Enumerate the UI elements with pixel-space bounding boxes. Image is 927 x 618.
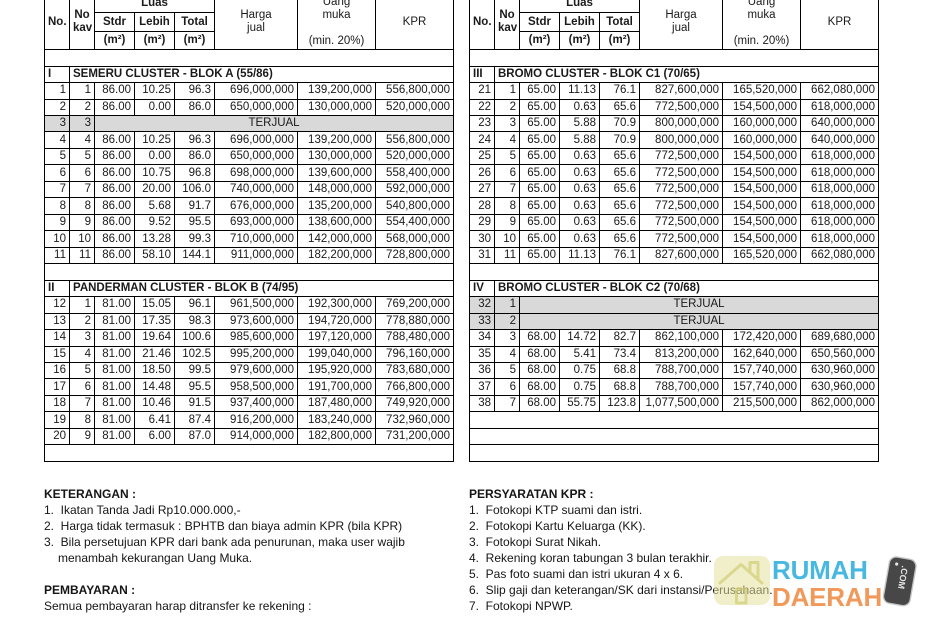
svg-text:DAERAH: DAERAH [772,582,882,612]
svg-text:RUMAH: RUMAH [772,555,868,585]
